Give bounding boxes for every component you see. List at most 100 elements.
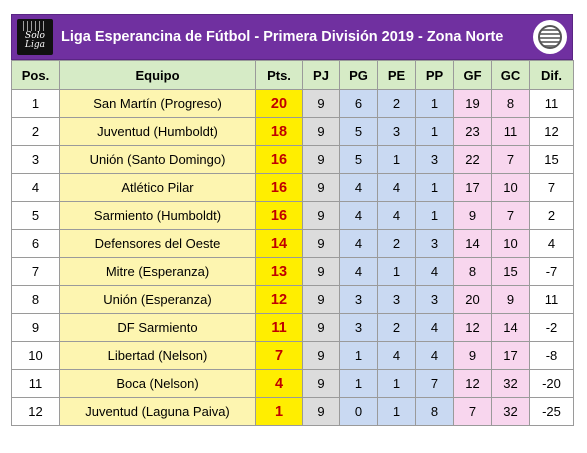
cell-team: Unión (Santo Domingo): [59, 145, 256, 174]
cell-dif: 15: [529, 145, 574, 174]
cell-pg: 4: [339, 173, 378, 202]
table-row: 12 Juventud (Laguna Paiva) 1 9 0 1 8 7 32 -25: [11, 397, 574, 426]
cell-pj: 9: [302, 89, 340, 118]
column-header-team: Equipo: [59, 60, 256, 90]
column-header-dif: Dif.: [529, 60, 574, 90]
cell-gf: 23: [453, 117, 492, 146]
cell-pts: 18: [255, 117, 303, 146]
cell-pts: 13: [255, 257, 303, 286]
cell-pos: 4: [11, 173, 60, 202]
cell-pe: 3: [377, 285, 416, 314]
cell-team: Defensores del Oeste: [59, 229, 256, 258]
cell-pe: 1: [377, 369, 416, 398]
cell-pe: 3: [377, 117, 416, 146]
cell-gf: 14: [453, 229, 492, 258]
cell-dif: 11: [529, 285, 574, 314]
cell-pj: 9: [302, 341, 340, 370]
cell-pe: 4: [377, 173, 416, 202]
column-header-pg: PG: [339, 60, 378, 90]
cell-pos: 2: [11, 117, 60, 146]
page-title: Liga Esperancina de Fútbol - Primera Div…: [61, 29, 504, 45]
cell-pp: 8: [415, 397, 454, 426]
cell-gc: 10: [491, 173, 530, 202]
cell-pos: 7: [11, 257, 60, 286]
cell-pg: 5: [339, 117, 378, 146]
cell-pj: 9: [302, 257, 340, 286]
cell-pg: 3: [339, 285, 378, 314]
cell-team: Juventud (Laguna Paiva): [59, 397, 256, 426]
column-header-pp: PP: [415, 60, 454, 90]
cell-gf: 17: [453, 173, 492, 202]
cell-pj: 9: [302, 369, 340, 398]
cell-pe: 2: [377, 229, 416, 258]
cell-gf: 12: [453, 369, 492, 398]
cell-gc: 9: [491, 285, 530, 314]
cell-gf: 22: [453, 145, 492, 174]
table-row: 11 Boca (Nelson) 4 9 1 1 7 12 32 -20: [11, 369, 574, 398]
cell-pos: 10: [11, 341, 60, 370]
column-header-pts: Pts.: [255, 60, 303, 90]
cell-pts: 16: [255, 201, 303, 230]
cell-team: Boca (Nelson): [59, 369, 256, 398]
cell-pp: 1: [415, 173, 454, 202]
table-row: 5 Sarmiento (Humboldt) 16 9 4 4 1 9 7 2: [11, 201, 574, 230]
cell-team: Juventud (Humboldt): [59, 117, 256, 146]
table-row: 9 DF Sarmiento 11 9 3 2 4 12 14 -2: [11, 313, 574, 342]
cell-pts: 4: [255, 369, 303, 398]
cell-pg: 5: [339, 145, 378, 174]
cell-team: Mitre (Esperanza): [59, 257, 256, 286]
cell-pp: 1: [415, 201, 454, 230]
cell-team: San Martín (Progreso): [59, 89, 256, 118]
cell-pts: 16: [255, 145, 303, 174]
table-row: 8 Unión (Esperanza) 12 9 3 3 3 20 9 11: [11, 285, 574, 314]
cell-gc: 32: [491, 397, 530, 426]
cell-gf: 12: [453, 313, 492, 342]
cell-gc: 32: [491, 369, 530, 398]
solo-liga-logo-text: Solo Liga: [25, 31, 45, 50]
cell-pos: 1: [11, 89, 60, 118]
cell-dif: 2: [529, 201, 574, 230]
cell-gf: 20: [453, 285, 492, 314]
cell-pg: 4: [339, 257, 378, 286]
cell-pe: 1: [377, 397, 416, 426]
cell-gf: 8: [453, 257, 492, 286]
cell-dif: -2: [529, 313, 574, 342]
cell-pts: 14: [255, 229, 303, 258]
cell-pp: 4: [415, 257, 454, 286]
cell-pg: 0: [339, 397, 378, 426]
header-row: Pos. Equipo Pts. PJ PG PE PP GF GC Dif.: [11, 60, 574, 90]
cell-team: Sarmiento (Humboldt): [59, 201, 256, 230]
cell-pe: 4: [377, 201, 416, 230]
cell-pg: 3: [339, 313, 378, 342]
cell-pj: 9: [302, 285, 340, 314]
standings-card: Solo Liga Liga Esperancina de Fútbol - P…: [11, 14, 574, 426]
cell-dif: 12: [529, 117, 574, 146]
cell-pe: 2: [377, 313, 416, 342]
column-header-pos: Pos.: [11, 60, 60, 90]
cell-dif: -25: [529, 397, 574, 426]
cell-gf: 19: [453, 89, 492, 118]
cell-pj: 9: [302, 117, 340, 146]
title-bar: Solo Liga Liga Esperancina de Fútbol - P…: [11, 14, 573, 60]
cell-gf: 9: [453, 341, 492, 370]
table-row: 2 Juventud (Humboldt) 18 9 5 3 1 23 11 12: [11, 117, 574, 146]
cell-pos: 3: [11, 145, 60, 174]
cell-pp: 3: [415, 145, 454, 174]
cell-pj: 9: [302, 145, 340, 174]
cell-gc: 7: [491, 145, 530, 174]
cell-pp: 1: [415, 89, 454, 118]
cell-gc: 7: [491, 201, 530, 230]
cell-gc: 10: [491, 229, 530, 258]
cell-dif: -8: [529, 341, 574, 370]
cell-pg: 4: [339, 201, 378, 230]
column-header-pj: PJ: [302, 60, 340, 90]
table-row: 7 Mitre (Esperanza) 13 9 4 1 4 8 15 -7: [11, 257, 574, 286]
cell-dif: -7: [529, 257, 574, 286]
cell-pts: 12: [255, 285, 303, 314]
cell-pj: 9: [302, 201, 340, 230]
standings-table: Pos. Equipo Pts. PJ PG PE PP GF GC Dif. 1 San Mart…: [11, 60, 574, 426]
cell-pts: 7: [255, 341, 303, 370]
cell-team: DF Sarmiento: [59, 313, 256, 342]
cell-pe: 1: [377, 145, 416, 174]
cell-pos: 5: [11, 201, 60, 230]
